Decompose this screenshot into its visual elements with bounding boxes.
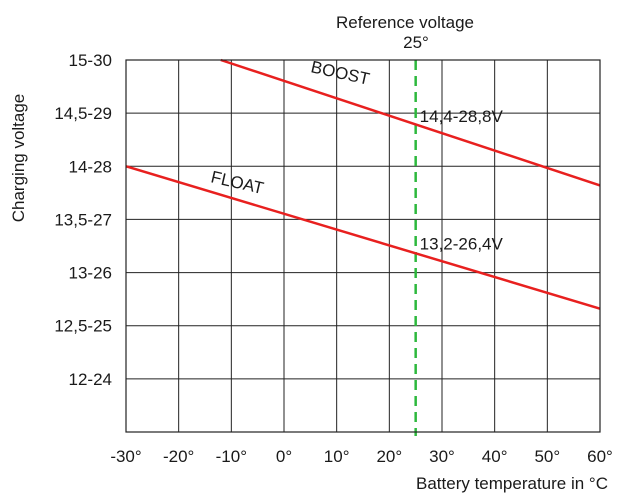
- float-reference-value: 13,2-26,4V: [420, 234, 504, 253]
- y-tick-label: 15-30: [69, 51, 112, 70]
- grid: [125, 59, 601, 432]
- x-tick-label: -30°: [110, 447, 141, 466]
- y-tick-label: 12,5-25: [54, 317, 112, 336]
- reference-voltage-label: Reference voltage: [336, 13, 474, 32]
- x-tick-label: -20°: [163, 447, 194, 466]
- plot-frame: [125, 59, 601, 433]
- series-label-boost: BOOST: [309, 57, 371, 88]
- x-axis-title: Battery temperature in °C: [416, 474, 608, 493]
- y-tick-labels: 15-30 14,5-29 14-28 13,5-27 13-26 12,5-25 12-2…: [54, 51, 112, 389]
- x-tick-label: 10°: [324, 447, 350, 466]
- x-tick-label: 30°: [429, 447, 455, 466]
- series-line-boost: [220, 58, 601, 187]
- x-tick-label: 20°: [376, 447, 402, 466]
- x-tick-label: 40°: [482, 447, 508, 466]
- x-tick-label: 60°: [587, 447, 613, 466]
- x-tick-label: 50°: [534, 447, 560, 466]
- y-tick-label: 12-24: [69, 370, 112, 389]
- series-line-float: [125, 165, 601, 310]
- x-tick-labels: -30° -20° -10° 0° 10° 20° 30° 40° 50° 60°: [110, 447, 613, 466]
- y-axis-title: Charging voltage: [9, 94, 28, 223]
- series-group: [125, 58, 601, 310]
- x-tick-label: 0°: [276, 447, 292, 466]
- y-tick-label: 14-28: [69, 157, 112, 176]
- x-tick-label: -10°: [216, 447, 247, 466]
- reference-temperature-label: 25°: [403, 33, 429, 52]
- y-tick-label: 14,5-29: [54, 104, 112, 123]
- boost-reference-value: 14,4-28,8V: [420, 107, 504, 126]
- y-tick-label: 13,5-27: [54, 210, 112, 229]
- y-tick-label: 13-26: [69, 264, 112, 283]
